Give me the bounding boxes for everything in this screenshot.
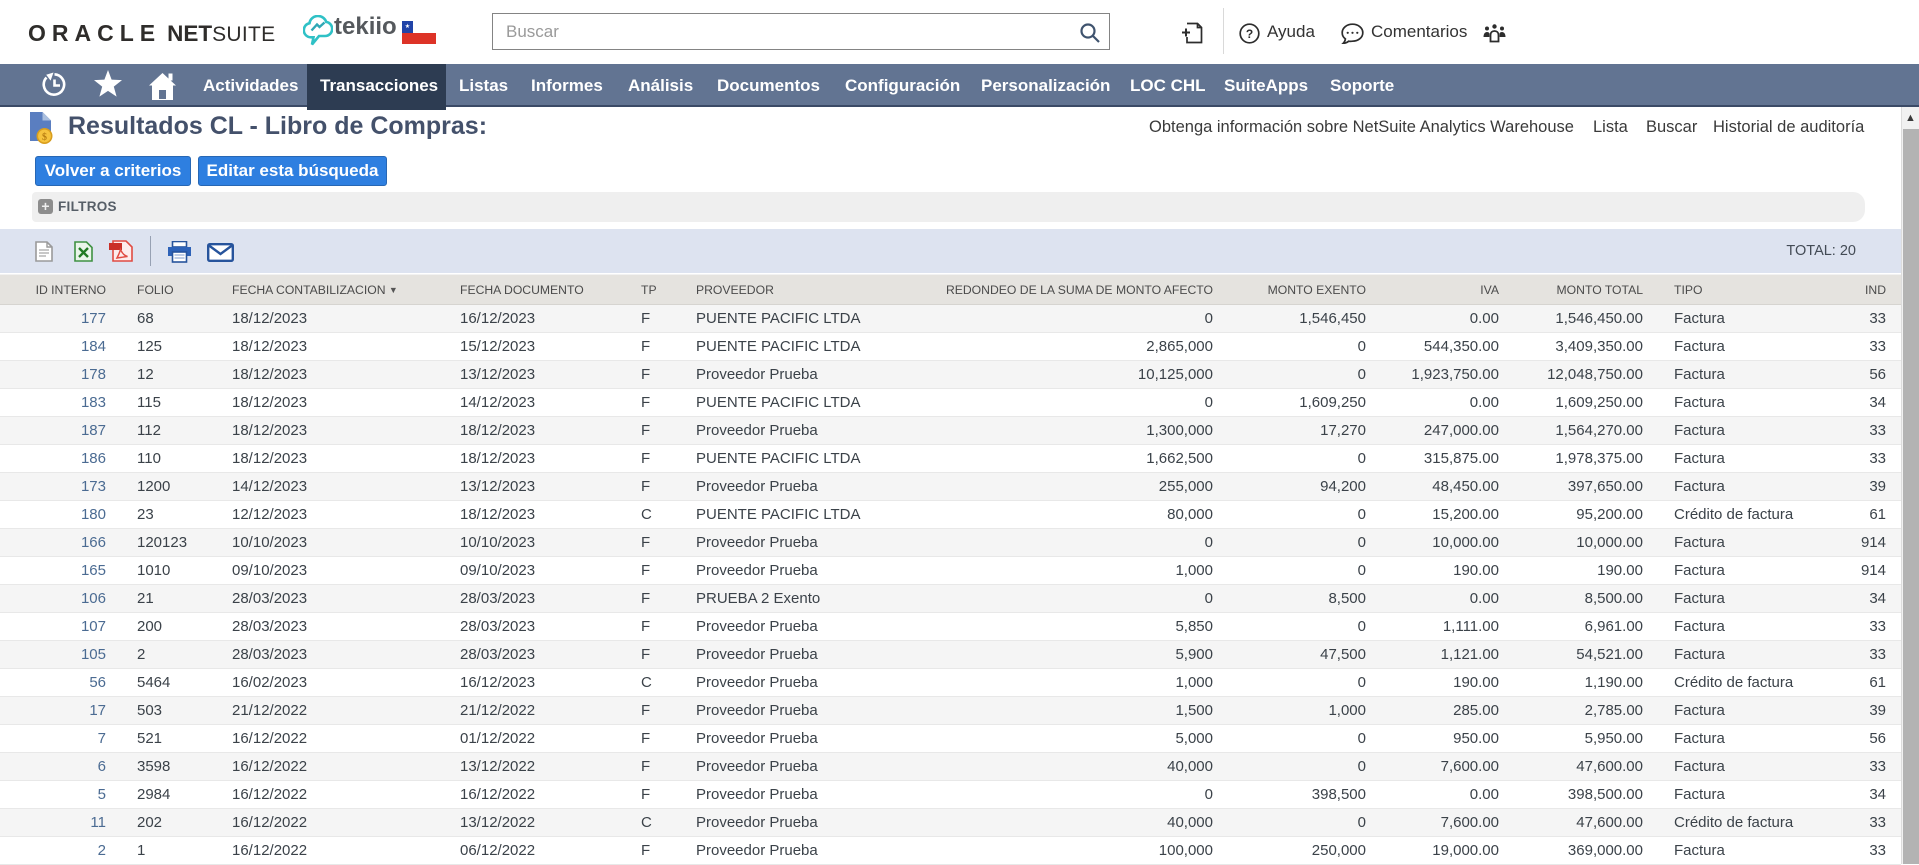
svg-text:$: $ xyxy=(42,132,47,143)
svg-text:?: ? xyxy=(1246,27,1253,41)
